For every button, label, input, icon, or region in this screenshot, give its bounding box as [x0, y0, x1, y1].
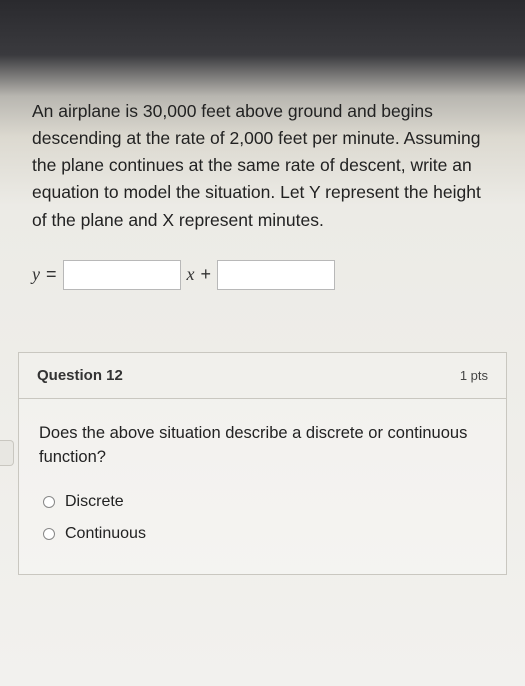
question-11-card: An airplane is 30,000 feet above ground …: [12, 80, 513, 318]
equation-plus: +: [201, 264, 212, 285]
equation-x: x: [187, 264, 195, 285]
question-12-points: 1 pts: [460, 368, 488, 383]
option-label: Discrete: [65, 490, 124, 514]
equation-lhs: y: [32, 264, 40, 285]
equation-line: y = x +: [32, 260, 493, 290]
equation-equals: =: [46, 264, 57, 285]
question-12-body: Does the above situation describe a disc…: [19, 399, 506, 575]
intercept-input[interactable]: [217, 260, 335, 290]
question-11-prompt: An airplane is 30,000 feet above ground …: [32, 98, 493, 234]
radio-icon: [43, 528, 55, 540]
prompt-text: An airplane is 30,000 feet above ground …: [32, 101, 481, 230]
device-bezel-glare: [12, 0, 513, 80]
radio-icon: [43, 496, 55, 508]
option-discrete[interactable]: Discrete: [43, 490, 486, 514]
slope-input[interactable]: [63, 260, 181, 290]
option-continuous[interactable]: Continuous: [43, 522, 486, 546]
option-label: Continuous: [65, 522, 146, 546]
question-12-text: Does the above situation describe a disc…: [39, 421, 486, 471]
question-12-title: Question 12: [37, 367, 123, 384]
question-12-header: Question 12 1 pts: [19, 353, 506, 399]
options-group: Discrete Continuous: [39, 490, 486, 546]
collapse-tab[interactable]: [0, 440, 14, 466]
page-root: An airplane is 30,000 feet above ground …: [0, 0, 525, 686]
question-12-card: Question 12 1 pts Does the above situati…: [18, 352, 507, 576]
